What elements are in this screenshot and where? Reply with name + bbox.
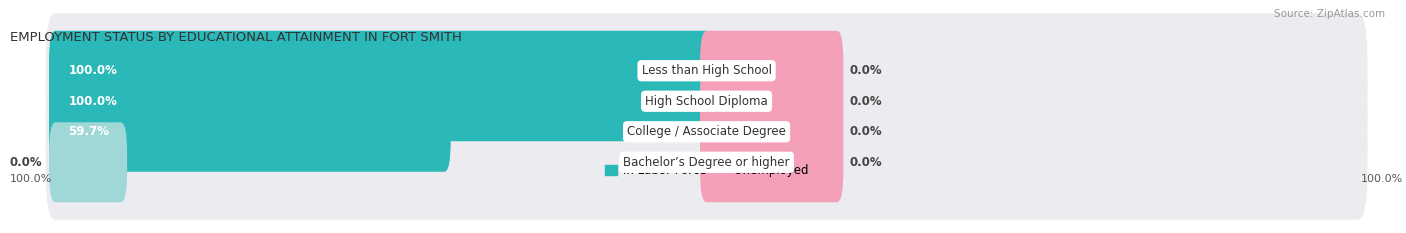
Text: High School Diploma: High School Diploma xyxy=(645,95,768,108)
FancyBboxPatch shape xyxy=(700,31,844,111)
Text: 0.0%: 0.0% xyxy=(849,64,883,77)
FancyBboxPatch shape xyxy=(46,13,1368,128)
FancyBboxPatch shape xyxy=(46,44,1368,159)
FancyBboxPatch shape xyxy=(700,92,844,172)
FancyBboxPatch shape xyxy=(49,122,127,202)
Text: 0.0%: 0.0% xyxy=(849,125,883,138)
Text: 100.0%: 100.0% xyxy=(10,174,52,184)
FancyBboxPatch shape xyxy=(49,92,451,172)
FancyBboxPatch shape xyxy=(46,105,1368,220)
Text: Less than High School: Less than High School xyxy=(641,64,772,77)
Text: EMPLOYMENT STATUS BY EDUCATIONAL ATTAINMENT IN FORT SMITH: EMPLOYMENT STATUS BY EDUCATIONAL ATTAINM… xyxy=(10,31,461,44)
Text: College / Associate Degree: College / Associate Degree xyxy=(627,125,786,138)
FancyBboxPatch shape xyxy=(46,74,1368,189)
Text: Bachelor’s Degree or higher: Bachelor’s Degree or higher xyxy=(623,156,790,169)
FancyBboxPatch shape xyxy=(49,61,713,141)
Text: 59.7%: 59.7% xyxy=(69,125,110,138)
Text: Source: ZipAtlas.com: Source: ZipAtlas.com xyxy=(1274,9,1385,19)
FancyBboxPatch shape xyxy=(700,122,844,202)
Text: 100.0%: 100.0% xyxy=(69,64,118,77)
Legend: In Labor Force, Unemployed: In Labor Force, Unemployed xyxy=(600,160,813,182)
Text: 0.0%: 0.0% xyxy=(849,95,883,108)
Text: 0.0%: 0.0% xyxy=(849,156,883,169)
Text: 0.0%: 0.0% xyxy=(10,156,42,169)
FancyBboxPatch shape xyxy=(700,61,844,141)
Text: 100.0%: 100.0% xyxy=(69,95,118,108)
FancyBboxPatch shape xyxy=(49,31,713,111)
Text: 100.0%: 100.0% xyxy=(1361,174,1403,184)
